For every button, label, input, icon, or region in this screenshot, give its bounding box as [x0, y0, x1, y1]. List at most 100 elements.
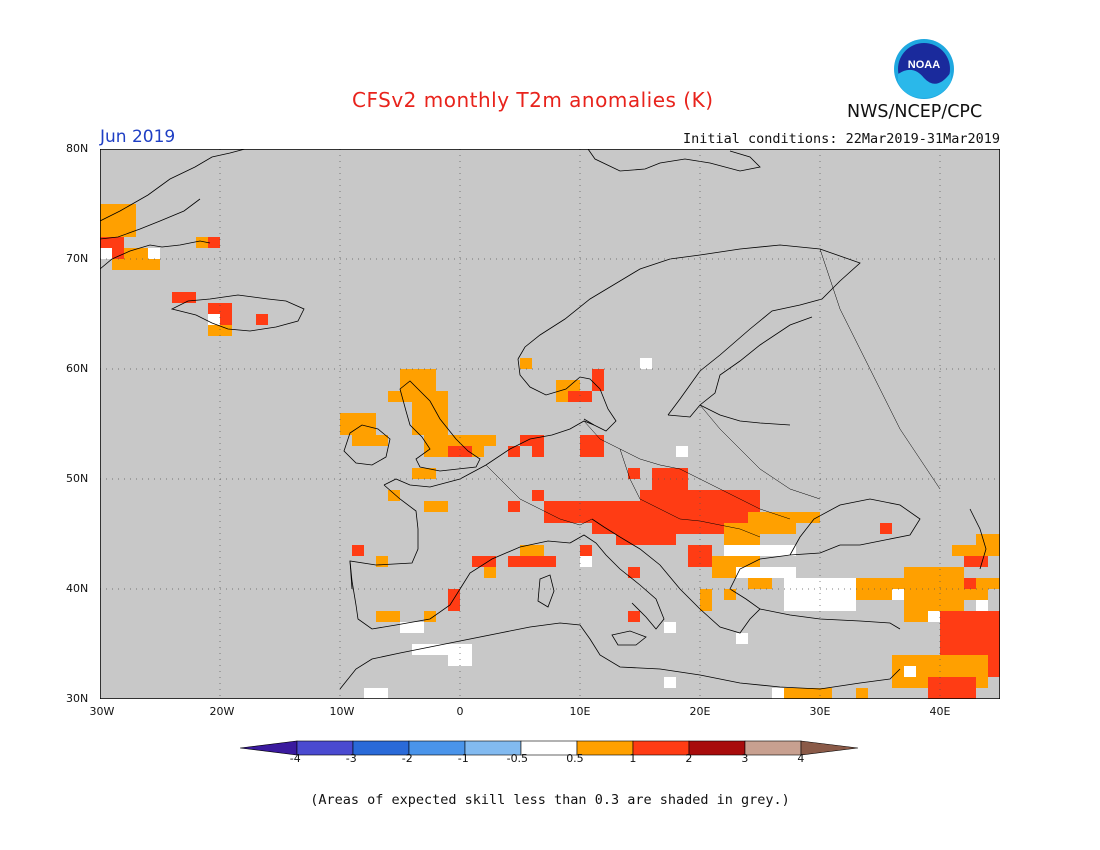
anomaly-cell: [100, 248, 112, 259]
anomaly-cells: [100, 204, 1000, 699]
anomaly-cell: [856, 688, 868, 699]
coastlines: [100, 149, 987, 690]
footnote: (Areas of expected skill less than 0.3 a…: [310, 792, 790, 808]
anomaly-cell: [508, 446, 520, 457]
anomaly-cell: [568, 391, 592, 402]
forecast-month: Jun 2019: [100, 127, 176, 147]
anomaly-cell: [352, 435, 388, 446]
agency-label: NWS/NCEP/CPC: [847, 102, 983, 122]
colorbar-segment: [296, 740, 354, 756]
anomaly-cell: [508, 556, 556, 567]
anomaly-cell: [484, 567, 496, 578]
anomaly-cell: [712, 556, 760, 567]
colorbar-segment: [576, 740, 634, 756]
initial-conditions: Initial conditions: 22Mar2019-31Mar2019: [683, 131, 1000, 147]
anomaly-cell: [520, 545, 544, 556]
colorbar: [240, 740, 859, 756]
anomaly-cell: [424, 611, 436, 622]
anomaly-cell: [724, 589, 736, 600]
lat-tick-label: 30N: [66, 692, 89, 705]
anomaly-cell: [676, 490, 700, 501]
anomaly-cell: [508, 501, 520, 512]
anomaly-cell: [388, 490, 400, 501]
anomaly-cell: [388, 391, 412, 402]
anomaly-cell: [376, 556, 388, 567]
anomaly-cell: [892, 589, 904, 600]
colorbar-low-arrow: [240, 740, 298, 756]
anomaly-cell: [976, 534, 1000, 556]
anomaly-cell: [172, 292, 196, 303]
colorbar-tick-label: -3: [345, 752, 357, 765]
colorbar-segment: [408, 740, 466, 756]
colorbar-tick-label: 3: [741, 752, 749, 765]
anomaly-cell: [628, 567, 640, 578]
anomaly-cell: [412, 468, 436, 479]
anomaly-cell: [364, 688, 388, 699]
anomaly-cell: [532, 446, 544, 457]
lon-tick-label: 20W: [209, 705, 235, 718]
anomaly-cell: [772, 688, 784, 699]
anomaly-cell: [376, 611, 400, 622]
lon-tick-label: 30E: [809, 705, 831, 718]
anomaly-cell: [784, 688, 832, 699]
lat-tick-label: 70N: [66, 252, 89, 265]
colorbar-tick-label: 0.5: [566, 752, 584, 765]
colorbar-tick-label: 1: [629, 752, 637, 765]
anomaly-cell: [580, 435, 604, 457]
anomaly-cell: [796, 512, 820, 523]
anomaly-cell: [904, 666, 916, 677]
anomaly-cell: [412, 644, 472, 655]
anomaly-cell: [664, 622, 676, 633]
anomaly-cell: [544, 501, 592, 523]
anomaly-cell: [628, 611, 640, 622]
anomaly-cell: [628, 468, 640, 479]
anomaly-cell: [400, 369, 436, 391]
anomaly-cell: [676, 446, 688, 457]
colorbar-tick-label: -0.5: [506, 752, 529, 765]
anomaly-cell: [736, 633, 748, 644]
anomaly-cell: [136, 259, 160, 270]
colorbar-segment: [688, 740, 746, 756]
anomaly-cell: [460, 435, 496, 446]
anomaly-cell: [208, 237, 220, 248]
anomaly-cell: [208, 314, 220, 325]
anomaly-cell: [448, 655, 472, 666]
anomaly-cell: [340, 413, 376, 435]
colorbar-segment: [352, 740, 410, 756]
anomaly-cell: [580, 556, 592, 567]
colorbar-segment: [744, 740, 802, 756]
anomaly-cell: [532, 490, 544, 501]
logo-text: NOAA: [908, 59, 940, 71]
europe-map: [100, 149, 1000, 699]
anomaly-cell: [100, 204, 136, 237]
colorbar-segment: [632, 740, 690, 756]
noaa-logo-icon: NOAA: [894, 39, 954, 99]
anomaly-cell: [424, 501, 448, 512]
anomaly-cell: [748, 578, 772, 589]
anomaly-cell: [196, 237, 208, 248]
anomaly-cell: [700, 490, 760, 512]
map-grid: [100, 149, 1000, 699]
anomaly-cell: [724, 523, 760, 545]
map-background: [100, 149, 1000, 699]
colorbar-high-arrow: [800, 740, 859, 756]
anomaly-cell: [736, 567, 796, 578]
anomaly-cell: [724, 545, 796, 556]
anomaly-cell: [700, 589, 712, 611]
anomaly-cell: [664, 677, 676, 688]
lat-tick-label: 50N: [66, 472, 89, 485]
anomaly-cell: [952, 545, 988, 556]
anomaly-cell: [352, 545, 364, 556]
colorbar-tick-label: 2: [685, 752, 693, 765]
lat-tick-label: 80N: [66, 142, 89, 155]
anomaly-cell: [928, 611, 940, 622]
colorbar-tick-label: -4: [289, 752, 301, 765]
anomaly-cell: [448, 446, 472, 457]
anomaly-cell: [688, 545, 712, 567]
anomaly-cell: [880, 523, 892, 534]
lon-tick-label: 20E: [689, 705, 711, 718]
anomaly-cell: [412, 391, 448, 413]
colorbar-tick-label: 4: [797, 752, 805, 765]
anomaly-cell: [256, 314, 268, 325]
anomaly-cell: [400, 622, 424, 633]
